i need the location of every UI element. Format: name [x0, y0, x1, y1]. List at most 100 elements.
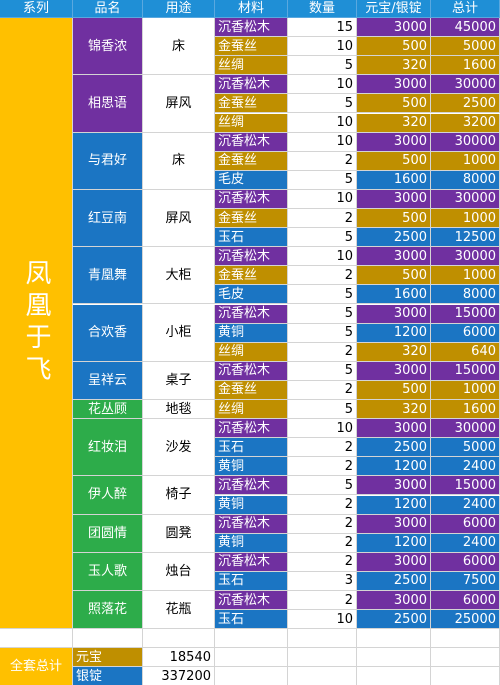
quantity-cell[interactable]: 2 [288, 266, 357, 286]
material-cell[interactable]: 玉石 [215, 228, 288, 248]
unit-price-cell[interactable]: 320 [357, 342, 431, 362]
item-use-cell[interactable]: 床 [143, 132, 215, 190]
total-cell[interactable]: 5000 [431, 438, 500, 458]
material-cell[interactable]: 黄铜 [215, 457, 288, 477]
quantity-cell[interactable]: 2 [288, 342, 357, 362]
material-cell[interactable]: 金蚕丝 [215, 94, 288, 114]
column-header[interactable]: 元宝/银锭 [357, 0, 431, 18]
material-cell[interactable]: 沉香松木 [215, 552, 288, 572]
total-cell[interactable]: 2500 [431, 94, 500, 114]
material-cell[interactable]: 金蚕丝 [215, 380, 288, 400]
material-cell[interactable]: 玉石 [215, 438, 288, 458]
quantity-cell[interactable]: 5 [288, 304, 357, 324]
unit-price-cell[interactable]: 320 [357, 400, 431, 420]
summary-value-cell[interactable]: 337200 [143, 667, 215, 685]
item-name-cell[interactable]: 相思语 [73, 75, 143, 133]
unit-price-cell[interactable]: 3000 [357, 419, 431, 439]
total-cell[interactable]: 1000 [431, 266, 500, 286]
material-cell[interactable]: 沉香松木 [215, 247, 288, 267]
quantity-cell[interactable]: 2 [288, 380, 357, 400]
unit-price-cell[interactable]: 320 [357, 56, 431, 76]
quantity-cell[interactable]: 2 [288, 438, 357, 458]
quantity-cell[interactable]: 15 [288, 18, 357, 38]
item-name-cell[interactable]: 呈祥云 [73, 361, 143, 400]
material-cell[interactable]: 黄铜 [215, 495, 288, 515]
total-cell[interactable]: 30000 [431, 419, 500, 439]
total-cell[interactable]: 8000 [431, 170, 500, 190]
quantity-cell[interactable]: 5 [288, 94, 357, 114]
item-use-cell[interactable]: 小柜 [143, 304, 215, 362]
unit-price-cell[interactable]: 3000 [357, 304, 431, 324]
quantity-cell[interactable]: 10 [288, 247, 357, 267]
quantity-cell[interactable]: 10 [288, 113, 357, 133]
material-cell[interactable]: 毛皮 [215, 170, 288, 190]
material-cell[interactable]: 沉香松木 [215, 189, 288, 209]
material-cell[interactable]: 黄铜 [215, 533, 288, 553]
quantity-cell[interactable]: 2 [288, 457, 357, 477]
item-use-cell[interactable]: 烛台 [143, 552, 215, 591]
material-cell[interactable]: 沉香松木 [215, 361, 288, 381]
quantity-cell[interactable]: 2 [288, 209, 357, 229]
total-cell[interactable]: 1000 [431, 209, 500, 229]
total-cell[interactable]: 30000 [431, 75, 500, 95]
unit-price-cell[interactable]: 3000 [357, 552, 431, 572]
empty-cell[interactable] [288, 629, 357, 649]
item-name-cell[interactable]: 锦香浓 [73, 18, 143, 76]
total-cell[interactable]: 12500 [431, 228, 500, 248]
column-header[interactable]: 系列 [0, 0, 73, 18]
column-header[interactable]: 品名 [73, 0, 143, 18]
total-cell[interactable]: 5000 [431, 37, 500, 57]
unit-price-cell[interactable]: 500 [357, 151, 431, 171]
unit-price-cell[interactable]: 3000 [357, 75, 431, 95]
unit-price-cell[interactable]: 320 [357, 113, 431, 133]
unit-price-cell[interactable]: 1200 [357, 495, 431, 515]
total-cell[interactable]: 15000 [431, 476, 500, 496]
quantity-cell[interactable]: 5 [288, 400, 357, 420]
summary-currency-cell[interactable]: 元宝 [73, 648, 143, 668]
unit-price-cell[interactable]: 3000 [357, 361, 431, 381]
quantity-cell[interactable]: 3 [288, 571, 357, 591]
empty-cell[interactable] [215, 648, 288, 668]
material-cell[interactable]: 毛皮 [215, 285, 288, 305]
total-cell[interactable]: 2400 [431, 533, 500, 553]
material-cell[interactable]: 沉香松木 [215, 304, 288, 324]
total-cell[interactable]: 2400 [431, 457, 500, 477]
item-name-cell[interactable]: 团圆情 [73, 514, 143, 553]
unit-price-cell[interactable]: 3000 [357, 591, 431, 611]
quantity-cell[interactable]: 2 [288, 495, 357, 515]
material-cell[interactable]: 沉香松木 [215, 476, 288, 496]
quantity-cell[interactable]: 5 [288, 323, 357, 343]
item-use-cell[interactable]: 地毯 [143, 400, 215, 420]
item-name-cell[interactable]: 花丛顾 [73, 400, 143, 420]
quantity-cell[interactable]: 5 [288, 476, 357, 496]
quantity-cell[interactable]: 2 [288, 533, 357, 553]
item-name-cell[interactable]: 伊人醉 [73, 476, 143, 515]
material-cell[interactable]: 沉香松木 [215, 514, 288, 534]
material-cell[interactable]: 沉香松木 [215, 419, 288, 439]
total-cell[interactable]: 8000 [431, 285, 500, 305]
empty-cell[interactable] [431, 667, 500, 685]
unit-price-cell[interactable]: 1600 [357, 285, 431, 305]
item-name-cell[interactable]: 青凰舞 [73, 247, 143, 305]
total-cell[interactable]: 25000 [431, 610, 500, 630]
material-cell[interactable]: 金蚕丝 [215, 37, 288, 57]
material-cell[interactable]: 沉香松木 [215, 18, 288, 38]
material-cell[interactable]: 玉石 [215, 571, 288, 591]
item-name-cell[interactable]: 玉人歌 [73, 552, 143, 591]
item-use-cell[interactable]: 屏风 [143, 189, 215, 248]
total-cell[interactable]: 30000 [431, 189, 500, 209]
total-cell[interactable]: 6000 [431, 323, 500, 343]
total-cell[interactable]: 640 [431, 342, 500, 362]
item-name-cell[interactable]: 合欢香 [73, 304, 143, 362]
item-use-cell[interactable]: 花瓶 [143, 591, 215, 630]
material-cell[interactable]: 玉石 [215, 610, 288, 630]
empty-cell[interactable] [357, 629, 431, 649]
item-name-cell[interactable]: 红豆南 [73, 189, 143, 248]
unit-price-cell[interactable]: 2500 [357, 610, 431, 630]
material-cell[interactable]: 黄铜 [215, 323, 288, 343]
quantity-cell[interactable]: 10 [288, 189, 357, 209]
empty-cell[interactable] [431, 648, 500, 668]
empty-cell[interactable] [431, 629, 500, 649]
quantity-cell[interactable]: 5 [288, 228, 357, 248]
empty-cell[interactable] [215, 629, 288, 649]
